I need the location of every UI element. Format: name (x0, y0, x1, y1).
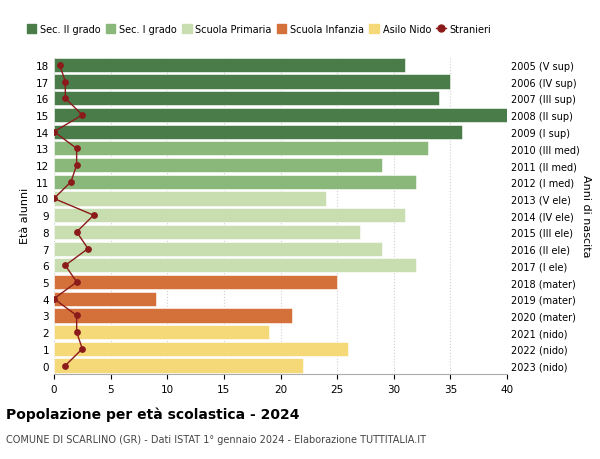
Y-axis label: Anni di nascita: Anni di nascita (581, 174, 591, 257)
Point (61, 78, 70, 86)
Y-axis label: Età alunni: Età alunni (20, 188, 31, 244)
Point (89, 212, 98, 219)
Point (72, 329, 82, 336)
Text: COMUNE DI SCARLINO (GR) - Dati ISTAT 1° gennaio 2024 - Elaborazione TUTTITALIA.I: COMUNE DI SCARLINO (GR) - Dati ISTAT 1° … (6, 434, 426, 444)
Point (61, 262, 70, 269)
Bar (54, 125, 462, 140)
Point (77, 346, 87, 353)
Point (55, 62, 64, 69)
Bar (54, 242, 382, 256)
Bar (54, 342, 349, 356)
Bar (54, 59, 405, 73)
Bar (54, 92, 439, 106)
Point (72, 279, 82, 286)
Bar (54, 109, 507, 123)
Bar (54, 275, 337, 290)
Point (61, 362, 70, 369)
Bar (54, 292, 156, 306)
Legend: Sec. II grado, Sec. I grado, Scuola Primaria, Scuola Infanzia, Asilo Nido, Stran: Sec. II grado, Sec. I grado, Scuola Prim… (23, 21, 495, 39)
Bar (54, 209, 405, 223)
Bar (54, 358, 303, 373)
Point (77, 112, 87, 119)
Text: Popolazione per età scolastica - 2024: Popolazione per età scolastica - 2024 (6, 406, 299, 421)
Point (83, 246, 93, 253)
Bar (54, 175, 416, 190)
Bar (54, 259, 416, 273)
Bar (54, 159, 382, 173)
Bar (54, 142, 428, 156)
Bar (54, 225, 360, 240)
Bar (54, 192, 326, 206)
Point (49, 129, 59, 136)
Point (72, 229, 82, 236)
Point (72, 162, 82, 169)
Point (49, 196, 59, 203)
Bar (54, 308, 292, 323)
Bar (54, 325, 269, 340)
Bar (54, 75, 451, 90)
Point (49, 296, 59, 303)
Point (72, 312, 82, 319)
Point (61, 95, 70, 103)
Point (66, 179, 76, 186)
Point (72, 146, 82, 153)
